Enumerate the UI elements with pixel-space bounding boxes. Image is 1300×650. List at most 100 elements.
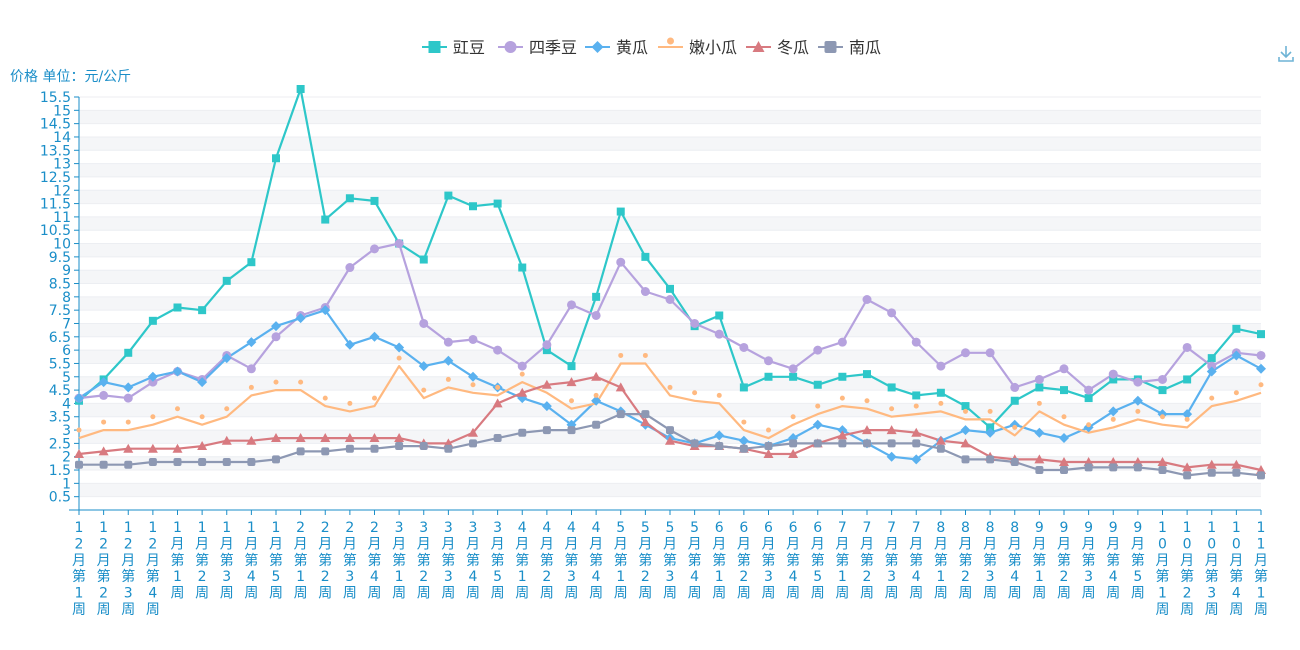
data-point [395, 442, 404, 451]
grid-band [79, 163, 1261, 177]
data-point [1158, 386, 1167, 395]
grid-band [79, 136, 1261, 151]
data-point [542, 340, 552, 350]
x-tick-label: 8 月第 1 周 [934, 520, 948, 602]
data-point [1084, 463, 1093, 472]
data-point [248, 384, 254, 390]
x-tick-label: 2 月第 2 周 [318, 520, 332, 602]
data-point [1158, 466, 1167, 475]
data-point [788, 364, 798, 374]
data-point [1009, 419, 1020, 430]
y-tick-label: 2.5 [49, 436, 71, 452]
x-tick-label: 2 月第 4 周 [368, 520, 382, 602]
data-point [591, 371, 602, 381]
y-tick-label: 1.5 [49, 463, 71, 479]
data-point [788, 449, 799, 459]
legend-label: 四季豆 [529, 38, 577, 57]
grid-band [79, 270, 1261, 284]
data-point [150, 414, 156, 420]
data-point [616, 207, 625, 216]
data-point [1256, 350, 1266, 360]
data-point [221, 353, 232, 364]
data-point [345, 444, 354, 453]
data-point [666, 426, 674, 435]
data-point [98, 377, 109, 388]
data-point [837, 430, 848, 440]
x-tick-label: 6 月第 1 周 [712, 520, 726, 602]
data-point [518, 263, 527, 272]
x-tick-label: 3 月第 1 周 [392, 520, 406, 602]
y-tick-label: 9.5 [49, 250, 71, 266]
data-point [295, 433, 306, 443]
legend-label: 南瓜 [849, 38, 881, 57]
data-point [569, 398, 574, 404]
y-tick-label: 13 [53, 157, 71, 173]
data-point [468, 334, 478, 344]
data-point [567, 426, 576, 435]
data-point [862, 425, 872, 435]
y-tick-label: 4 [62, 396, 71, 412]
data-point [666, 284, 674, 293]
x-tick-label: 1 0 月第 1 周 [1156, 520, 1170, 618]
data-point [271, 332, 281, 342]
data-point [542, 346, 551, 355]
data-point [714, 430, 725, 441]
grid-band [79, 403, 1261, 417]
data-point [938, 400, 944, 406]
data-point [936, 444, 945, 453]
x-tick-label: 1 月第 3 周 [220, 520, 234, 602]
data-point [370, 244, 379, 254]
y-tick-label: 14 [53, 130, 71, 146]
data-point [542, 426, 551, 435]
data-point [1231, 350, 1242, 361]
data-point [1034, 374, 1044, 384]
data-point [567, 362, 576, 371]
x-tick-label: 6 月第 3 周 [762, 520, 776, 602]
legend-marker [752, 41, 765, 52]
data-point [863, 439, 871, 448]
data-point [692, 390, 698, 396]
data-point [566, 377, 577, 387]
data-point [763, 449, 774, 459]
data-point [123, 382, 134, 393]
data-point [615, 382, 626, 392]
data-point [443, 355, 454, 366]
data-point [124, 460, 133, 469]
data-point [321, 447, 330, 456]
grid-band [79, 310, 1261, 324]
legend-marker [504, 41, 517, 53]
legend-label: 嫩小瓜 [689, 38, 737, 57]
data-point [273, 379, 279, 385]
data-point [124, 348, 133, 357]
data-point [963, 408, 968, 414]
legend: 豇豆 四季豆 黄瓜 嫩小瓜 冬瓜 南瓜 [422, 37, 881, 57]
data-point [961, 402, 970, 411]
data-point [1012, 424, 1018, 430]
grid-lines [79, 96, 1261, 498]
download-icon[interactable] [1277, 44, 1295, 64]
data-point [616, 410, 625, 419]
x-tick-label: 1 2 月第 2 周 [97, 520, 111, 618]
data-point [790, 414, 796, 420]
data-point [1108, 406, 1119, 417]
data-point [716, 392, 722, 398]
data-point [1231, 459, 1242, 469]
data-point [419, 442, 428, 451]
x-tick-label: 4 月第 2 周 [540, 520, 554, 602]
data-point [813, 380, 822, 389]
x-tick-label: 1 月第 2 周 [195, 520, 209, 602]
y-tick-label: 7 [62, 316, 71, 332]
data-point [936, 388, 945, 397]
data-point [1059, 457, 1069, 467]
data-point [1258, 382, 1264, 388]
data-point [864, 398, 870, 404]
y-tick-label: 8.5 [49, 277, 71, 293]
data-point [247, 458, 256, 467]
legend-marker [667, 37, 674, 45]
x-tick-label: 9 月第 4 周 [1106, 520, 1120, 602]
data-point [445, 376, 451, 382]
x-tick-label: 7 月第 3 周 [885, 520, 899, 602]
data-point [98, 446, 109, 456]
data-point [640, 287, 650, 297]
